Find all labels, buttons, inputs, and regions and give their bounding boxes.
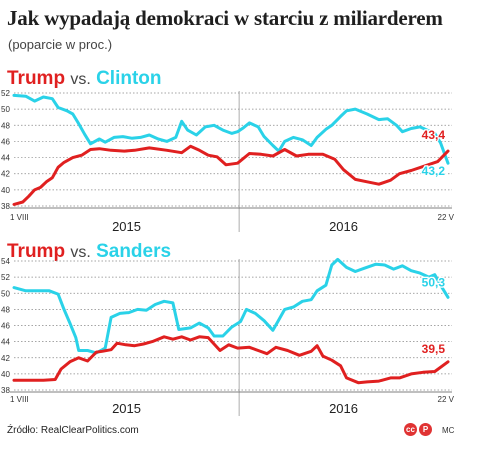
y-tick-label: 40 <box>1 370 10 379</box>
y-tick-label: 50 <box>1 289 10 298</box>
y-tick-label: 48 <box>1 305 10 314</box>
p-badge-icon: P <box>419 423 432 436</box>
series-line-trump <box>12 335 450 385</box>
year-label: 2015 <box>112 401 141 416</box>
y-tick-label: 52 <box>1 89 10 98</box>
panel2-series-a: Trump <box>7 241 66 262</box>
panel1-vs: vs. <box>70 71 91 88</box>
end-value-label-clinton: 43,2 <box>422 164 446 178</box>
y-tick-label: 46 <box>1 137 10 146</box>
year-label: 2016 <box>329 219 358 234</box>
end-value-label-trump: 39,5 <box>422 342 446 356</box>
y-tick-label: 40 <box>1 186 10 195</box>
panel-title-clinton: Trump vs. Clinton <box>7 68 162 90</box>
y-tick-label: 52 <box>1 273 10 282</box>
author-initials: MC <box>442 426 455 435</box>
series-line-clinton <box>12 93 450 165</box>
source-note: Źródło: RealClearPolitics.com <box>7 425 139 436</box>
creative-commons-icon: cc <box>404 423 417 436</box>
y-tick-label: 38 <box>1 202 10 211</box>
panel1-series-b: Clinton <box>96 68 162 89</box>
y-tick-label: 44 <box>1 154 10 163</box>
y-tick-label: 44 <box>1 338 10 347</box>
series-line-sanders <box>12 257 450 355</box>
year-label: 2016 <box>329 401 358 416</box>
panel2-vs: vs. <box>70 244 91 261</box>
panel-title-sanders: Trump vs. Sanders <box>7 241 171 263</box>
x-tick-label-end: 22 V <box>438 395 455 404</box>
y-tick-label: 42 <box>1 354 10 363</box>
x-tick-label-start: 1 VIII <box>10 213 29 222</box>
y-tick-label: 54 <box>1 257 10 266</box>
panel1-series-a: Trump <box>7 68 66 89</box>
y-tick-label: 38 <box>1 386 10 395</box>
panel2-series-b: Sanders <box>96 241 172 262</box>
y-tick-label: 50 <box>1 105 10 114</box>
y-tick-label: 48 <box>1 121 10 130</box>
y-tick-label: 42 <box>1 170 10 179</box>
year-label: 2015 <box>112 219 141 234</box>
end-value-label-sanders: 50,3 <box>422 275 446 289</box>
series-line-trump <box>12 144 450 206</box>
x-tick-label-start: 1 VIII <box>10 395 29 404</box>
chart-title: Jak wypadają demokraci w starciu z milia… <box>7 6 443 30</box>
chart-subtitle: (poparcie w proc.) <box>8 37 113 52</box>
end-value-label-trump: 43,4 <box>422 128 446 142</box>
x-tick-label-end: 22 V <box>438 213 455 222</box>
y-tick-label: 46 <box>1 322 10 331</box>
